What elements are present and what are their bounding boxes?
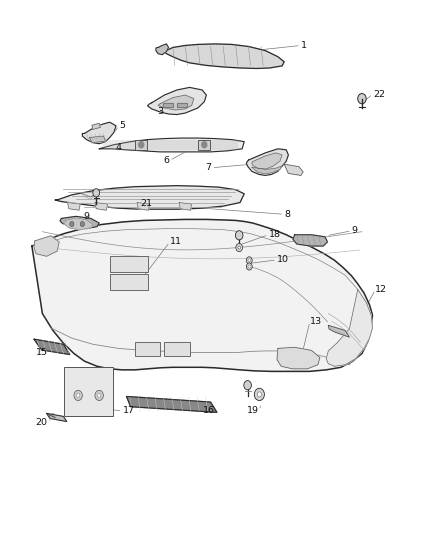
Polygon shape [55,185,244,209]
Circle shape [70,222,74,227]
Circle shape [248,259,251,262]
Text: 1: 1 [301,41,307,50]
Text: 21: 21 [140,199,152,207]
Text: 10: 10 [277,255,289,264]
Circle shape [257,392,261,397]
Circle shape [202,142,207,148]
Polygon shape [177,103,187,107]
Text: 9: 9 [352,226,358,235]
Polygon shape [99,138,244,152]
Text: 12: 12 [375,285,388,294]
Polygon shape [252,153,282,169]
Circle shape [246,263,252,270]
Text: 17: 17 [123,406,135,415]
Circle shape [93,189,99,197]
Circle shape [98,393,101,398]
Polygon shape [127,397,217,413]
Circle shape [74,390,82,401]
Bar [110,256,148,272]
Bar [110,274,148,289]
Bar [135,342,160,356]
Text: 11: 11 [170,237,182,246]
Polygon shape [34,236,59,256]
Text: 18: 18 [268,230,281,239]
Text: 7: 7 [205,163,212,172]
Circle shape [254,388,265,401]
Circle shape [95,390,103,401]
Circle shape [235,231,243,240]
Text: 3: 3 [157,108,163,117]
Polygon shape [179,203,192,210]
Text: 13: 13 [310,317,322,326]
Circle shape [77,393,80,398]
Text: 4: 4 [116,143,121,152]
Polygon shape [148,87,206,115]
Polygon shape [158,95,194,110]
Polygon shape [64,218,93,230]
Polygon shape [293,235,328,246]
Polygon shape [164,44,284,68]
Polygon shape [326,289,372,366]
Polygon shape [82,122,116,144]
Polygon shape [60,216,99,229]
Polygon shape [246,149,288,175]
Polygon shape [34,339,70,354]
Circle shape [238,246,240,249]
Polygon shape [46,414,67,422]
Circle shape [236,244,243,252]
Polygon shape [328,325,350,337]
Polygon shape [252,166,281,174]
FancyBboxPatch shape [135,140,147,150]
Bar [164,342,190,356]
Polygon shape [67,203,80,210]
Text: 9: 9 [84,212,89,221]
Text: 20: 20 [35,417,47,426]
Circle shape [80,222,85,227]
Text: 6: 6 [163,156,170,165]
Circle shape [246,257,252,264]
Polygon shape [32,220,372,372]
FancyBboxPatch shape [64,367,113,416]
Polygon shape [163,103,173,107]
Text: 19: 19 [247,406,259,415]
Text: 22: 22 [373,90,385,99]
Polygon shape [284,164,303,175]
Text: 16: 16 [203,406,215,415]
Circle shape [139,142,144,148]
Polygon shape [137,203,150,210]
Text: 5: 5 [119,121,125,130]
Text: 15: 15 [35,348,47,357]
Polygon shape [95,203,108,210]
Circle shape [244,381,251,390]
Polygon shape [92,123,100,130]
Polygon shape [277,348,320,369]
Circle shape [358,94,366,104]
Polygon shape [156,44,169,55]
FancyBboxPatch shape [198,140,210,150]
Circle shape [248,265,251,268]
Polygon shape [89,136,106,143]
Text: 8: 8 [284,210,290,219]
